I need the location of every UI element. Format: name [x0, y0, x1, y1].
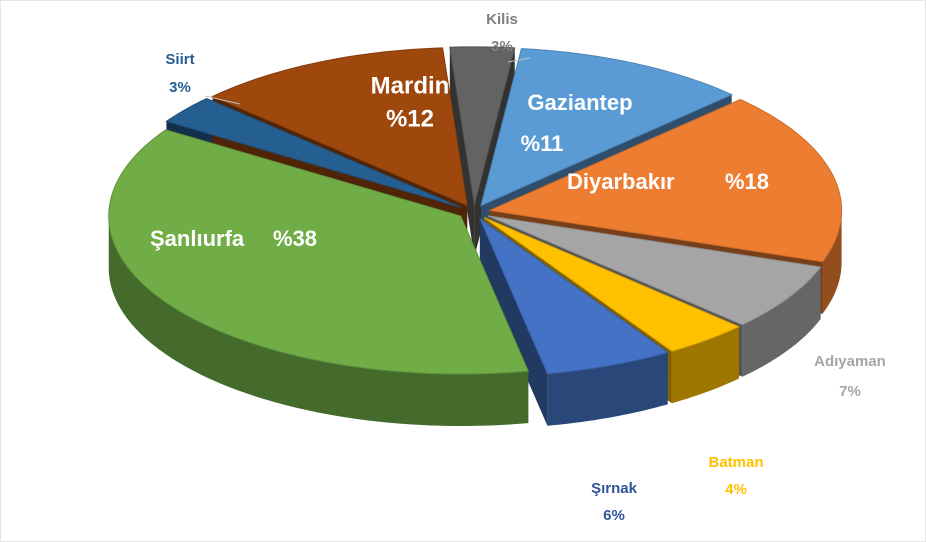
slice-value-label: %11 — [521, 131, 564, 156]
slice-name-label: Kilis — [486, 11, 518, 28]
slice — [487, 98, 843, 263]
slice-value-label: 3% — [491, 38, 513, 55]
slice — [483, 217, 741, 352]
slice — [449, 46, 516, 205]
slice-name-label: Siirt — [165, 51, 194, 68]
slice-name-label: Şırnak — [591, 480, 638, 497]
slice — [108, 129, 529, 375]
slice-value-label: %18 — [725, 169, 769, 194]
slice-side — [822, 210, 842, 314]
slice — [487, 215, 822, 326]
slice — [478, 217, 669, 375]
slice-wall — [479, 218, 548, 426]
leader-line — [204, 95, 241, 105]
slice-side — [742, 267, 821, 377]
leader-line — [507, 57, 531, 63]
slice-name-label: Mardin — [371, 72, 450, 99]
slice-value-label: %12 — [386, 105, 434, 132]
slice — [480, 48, 733, 207]
slice — [211, 47, 468, 207]
slice-name-label: Batman — [708, 454, 763, 471]
slice-name-label: Şanlıurfa — [150, 226, 245, 251]
slice — [165, 97, 462, 209]
slice-value-label: 7% — [839, 383, 861, 400]
slice-side — [671, 326, 739, 404]
slice-name-label: Diyarbakır — [567, 169, 675, 194]
slice-value-label: 4% — [725, 481, 747, 498]
slice-value-label: 6% — [603, 507, 625, 524]
slice-value-label: 3% — [169, 79, 191, 96]
slice-name-label: Adıyaman — [814, 353, 886, 370]
slice-wall — [449, 47, 475, 257]
slice-name-label: Gaziantep — [527, 90, 632, 115]
slice-value-label: %38 — [273, 226, 317, 251]
